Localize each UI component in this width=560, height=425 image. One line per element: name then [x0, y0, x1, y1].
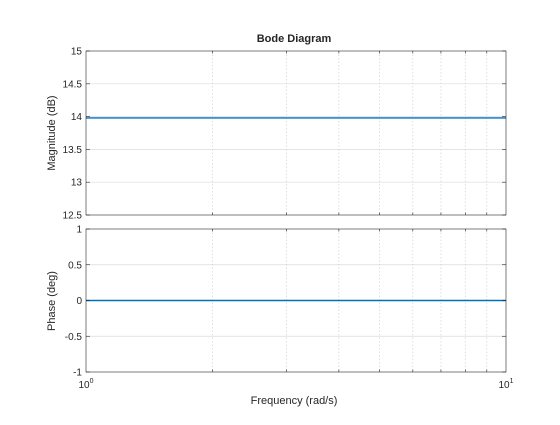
magnitude-y-tick-label: 13 — [71, 178, 83, 189]
phase-y-axis-label: Phase (deg) — [46, 271, 58, 331]
phase-y-tick-label: 1 — [76, 225, 82, 236]
magnitude-y-tick-label: 14 — [71, 112, 83, 123]
phase-y-tick-label: 0.5 — [68, 260, 82, 271]
phase-y-tick-label: -0.5 — [65, 332, 83, 343]
x-tick-label: 100 — [78, 378, 93, 391]
x-tick-label: 101 — [498, 378, 513, 391]
chart-title: Bode Diagram — [257, 33, 332, 45]
magnitude-plot-area — [86, 51, 506, 215]
magnitude-y-axis-label: Magnitude (dB) — [46, 95, 58, 170]
magnitude-y-tick-label: 15 — [71, 47, 83, 58]
magnitude-y-tick-label: 14.5 — [63, 79, 83, 90]
x-axis-label: Frequency (rad/s) — [251, 395, 338, 407]
magnitude-axes-box — [85, 50, 507, 216]
phase-y-tick-label: 0 — [76, 296, 82, 307]
magnitude-y-tick-label: 12.5 — [63, 211, 83, 222]
magnitude-y-tick-label: 13.5 — [63, 145, 83, 156]
phase-y-tick-label: -1 — [73, 368, 82, 379]
